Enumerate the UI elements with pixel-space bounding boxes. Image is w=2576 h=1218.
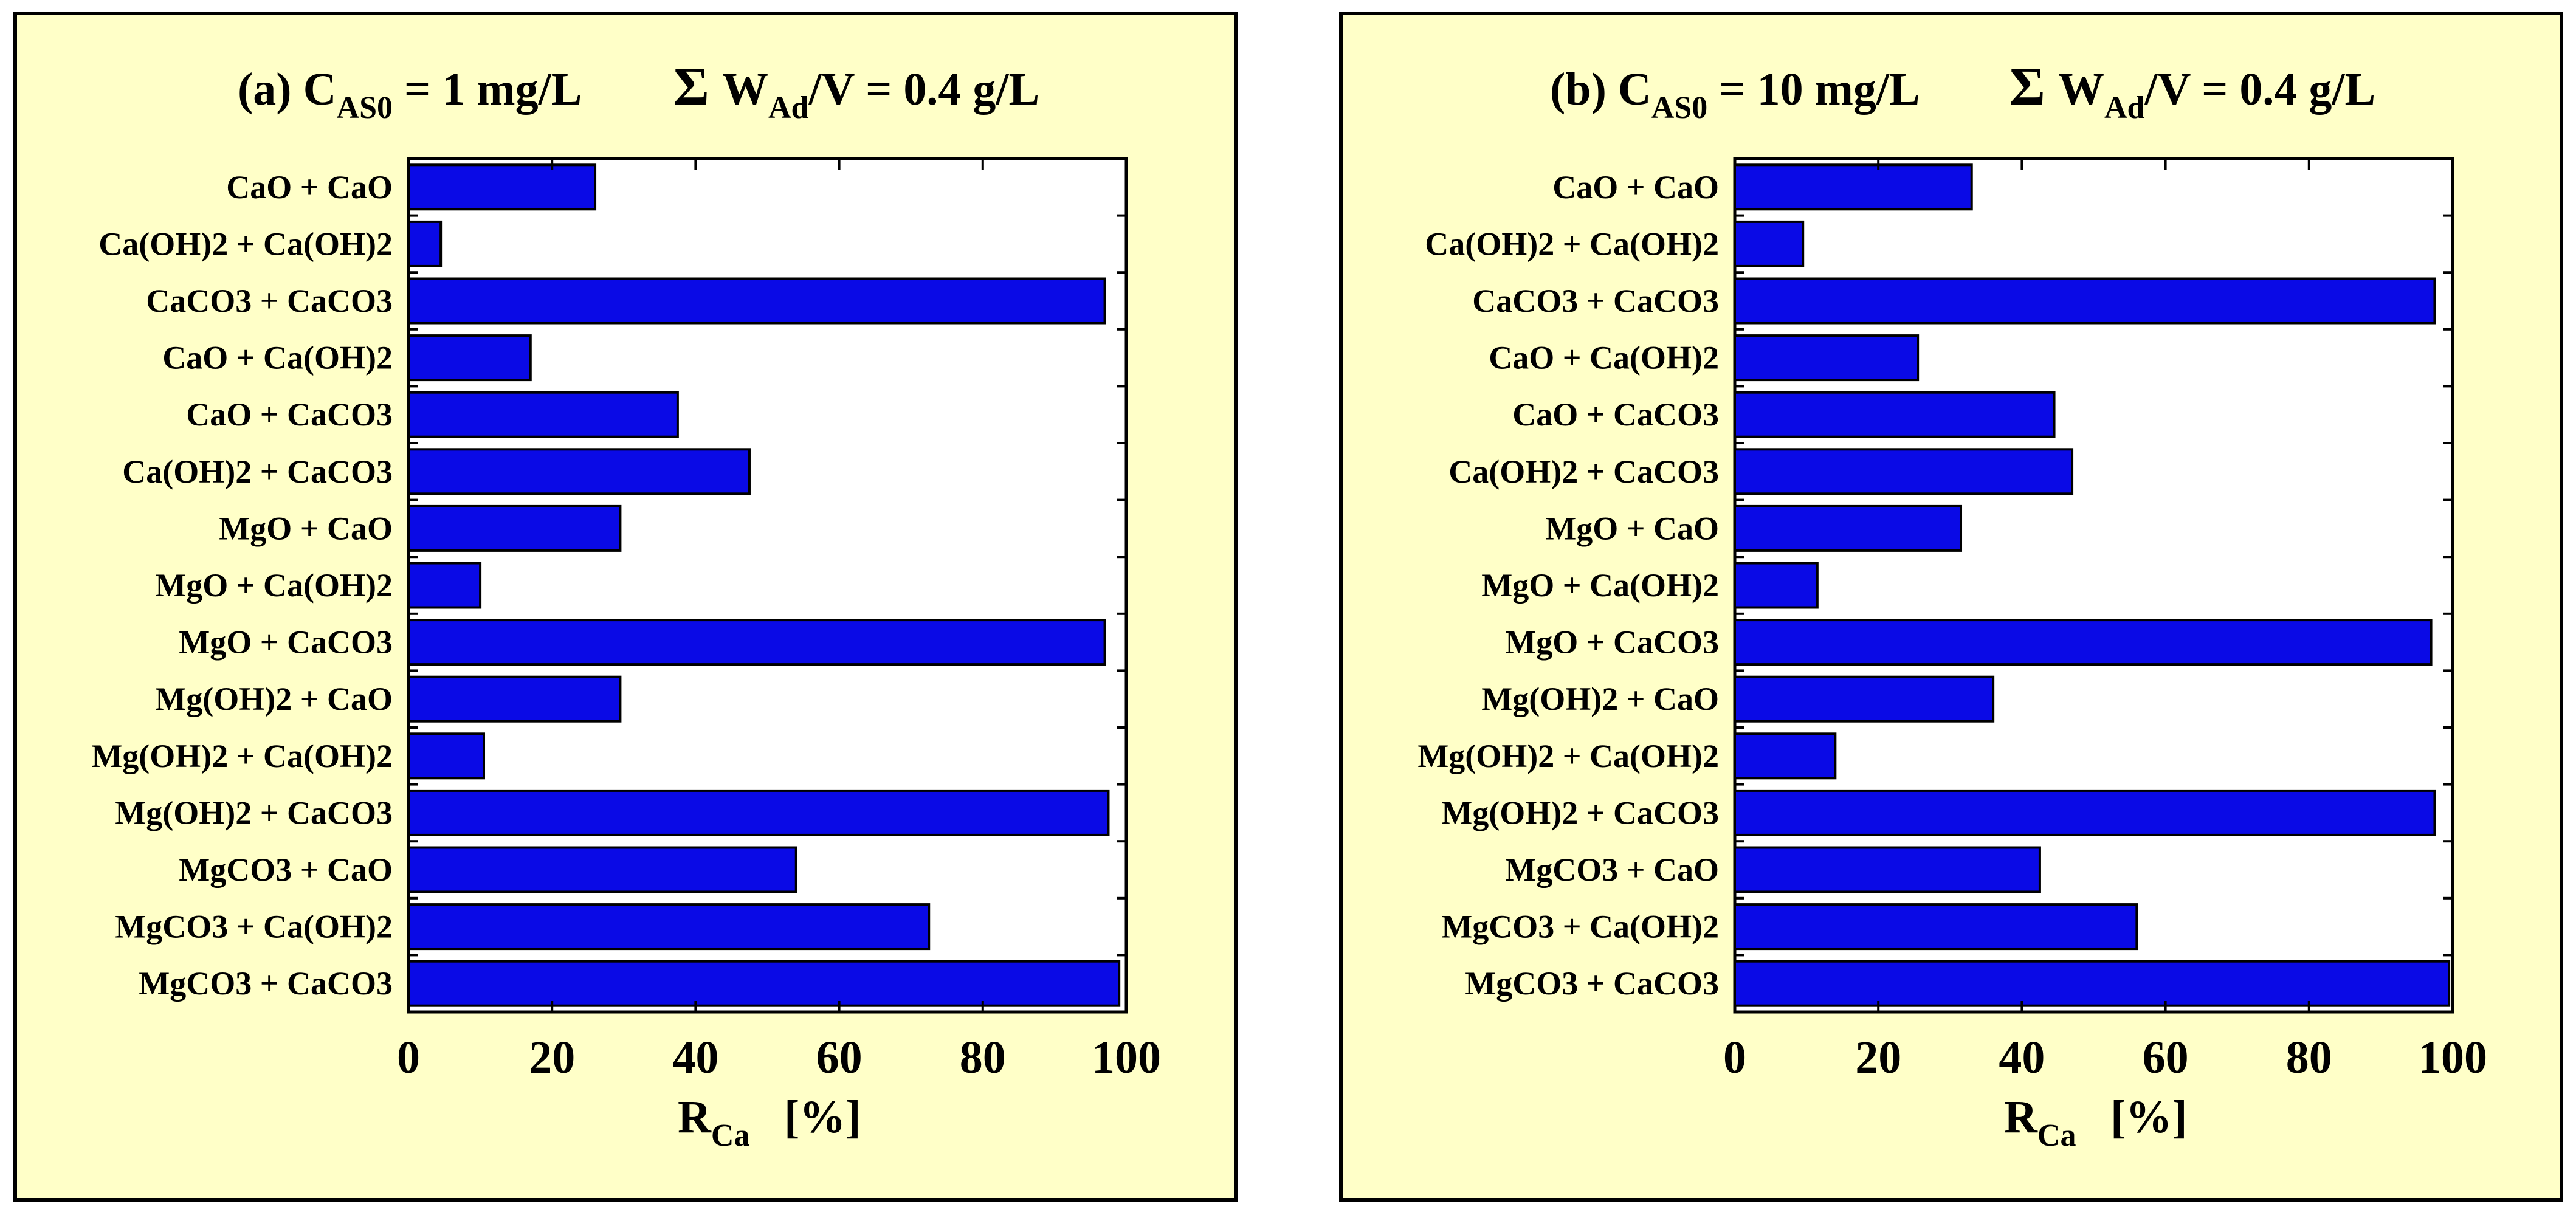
category-label: MgO + Ca(OH)2 [1481,567,1719,604]
x-tick-label: 0 [1723,1032,1746,1083]
bar [407,846,797,893]
bar [1734,675,1995,723]
category-label: Ca(OH)2 + Ca(OH)2 [1425,225,1719,262]
category-label: MgCO3 + CaO [179,852,393,888]
category-label: CaCO3 + CaCO3 [146,283,393,319]
bar [407,391,679,438]
category-label: CaO + CaO [226,169,393,205]
bar [407,960,1121,1007]
category-label: CaO + CaO [1552,169,1719,205]
panel-b-bars [1734,163,2451,1007]
category-label: MgCO3 + Ca(OH)2 [115,909,393,945]
category-label: Ca(OH)2 + CaCO3 [122,453,393,490]
x-tick-label: 20 [529,1032,575,1083]
panel-b-x-axis-label: RCa [%] [2004,1092,2188,1153]
bar [407,504,622,552]
x-tick-label: 40 [1999,1032,2045,1083]
panel-b-x-tick-labels: 0 20 40 60 80 100 [1723,1032,2487,1083]
category-label: Mg(OH)2 + CaCO3 [1441,794,1719,831]
bar [407,220,443,267]
category-label: CaO + CaCO3 [1512,396,1719,433]
bar [1734,846,2041,893]
panel-a-bars [407,163,1121,1007]
x-tick-label: 80 [2286,1032,2332,1083]
bar [407,448,751,495]
bar [1734,163,1973,211]
x-tick-label: 0 [397,1032,420,1083]
category-label: Ca(OH)2 + CaCO3 [1448,453,1719,490]
category-label: Mg(OH)2 + Ca(OH)2 [1417,738,1719,774]
category-label: CaO + Ca(OH)2 [162,340,393,376]
bar [407,675,622,723]
x-tick-label: 60 [2143,1032,2189,1083]
bar [1734,504,1963,552]
bar [407,903,931,951]
chart-panel-a: (a) CAS0 = 1 mg/L Σ WAd/V = 0.4 g/L CaO + … [13,12,1238,1202]
bar [407,789,1110,836]
category-label: Mg(OH)2 + CaO [1481,681,1719,717]
bar [1734,448,2074,495]
category-label: Ca(OH)2 + Ca(OH)2 [98,225,393,262]
bar [1734,391,2056,438]
category-label: MgCO3 + CaCO3 [1465,965,1719,1002]
category-label: MgO + CaO [219,510,393,546]
x-tick-label: 40 [672,1032,718,1083]
category-label: MgO + CaCO3 [1505,624,1719,661]
bar [407,163,597,211]
bar [1734,960,2451,1007]
panel-b-title: (b) CAS0 = 10 mg/L Σ WAd/V = 0.4 g/L [1550,57,2375,125]
bar [407,277,1106,325]
bar [407,334,532,382]
panel-b-ticks [1734,159,2454,1012]
bar [407,732,486,780]
bar [1734,220,1805,267]
bar [1734,732,1837,780]
panel-a-ticks [407,159,1128,1012]
panel-a-title: (a) CAS0 = 1 mg/L Σ WAd/V = 0.4 g/L [238,57,1039,125]
chart-panel-b: (b) CAS0 = 10 mg/L Σ WAd/V = 0.4 g/L CaO +… [1339,12,2563,1202]
category-label: MgO + Ca(OH)2 [155,567,393,604]
category-label: Mg(OH)2 + CaO [155,681,393,717]
category-label: MgCO3 + CaO [1505,852,1719,888]
panel-a-x-axis-label: RCa [%] [678,1092,861,1153]
bar [1734,277,2436,325]
x-tick-label: 20 [1855,1032,1901,1083]
category-label: Mg(OH)2 + Ca(OH)2 [91,738,393,774]
category-label: MgCO3 + CaCO3 [139,965,393,1002]
category-label: CaCO3 + CaCO3 [1472,283,1719,319]
category-label: CaO + CaCO3 [186,396,393,433]
category-label: MgCO3 + Ca(OH)2 [1441,909,1719,945]
bar [1734,789,2436,836]
panel-a-x-tick-labels: 0 20 40 60 80 100 [397,1032,1161,1083]
x-tick-label: 60 [816,1032,863,1083]
x-tick-label: 80 [960,1032,1006,1083]
x-tick-label: 100 [2418,1032,2487,1083]
bar [407,562,482,609]
category-label: Mg(OH)2 + CaCO3 [115,794,393,831]
bar [407,619,1106,666]
category-label: CaO + Ca(OH)2 [1489,340,1719,376]
panel-b-category-labels: CaO + CaO Ca(OH)2 + Ca(OH)2 CaCO3 + CaCO3 C… [1417,169,1719,1002]
bar [1734,334,1920,382]
category-label: MgO + CaO [1545,510,1719,546]
bar [1734,562,1819,609]
panel-a-category-labels: CaO + CaO Ca(OH)2 + Ca(OH)2 CaCO3 + CaCO3 C… [91,169,393,1002]
bar [1734,619,2433,666]
category-label: MgO + CaCO3 [179,624,393,661]
bar [1734,903,2138,951]
x-tick-label: 100 [1092,1032,1161,1083]
